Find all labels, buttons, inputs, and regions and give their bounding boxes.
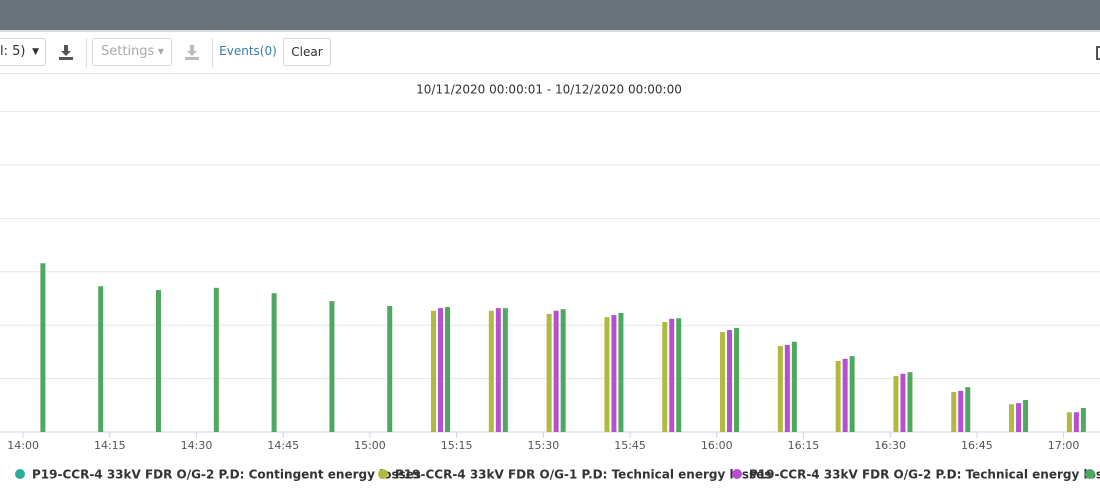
- bar: [156, 289, 162, 432]
- x-tick-label: 16:15: [788, 439, 820, 452]
- bar: [958, 390, 964, 432]
- bar: [900, 373, 906, 432]
- caret: ▼: [157, 47, 164, 56]
- bar: [842, 358, 848, 432]
- settings-button[interactable]: Settings ▼: [92, 38, 172, 66]
- x-tick-label: 14:30: [181, 439, 213, 452]
- settings-text: Settings: [101, 44, 155, 59]
- x-tick-label: 14:15: [94, 439, 126, 452]
- legend-marker: [15, 469, 25, 479]
- bar: [669, 318, 675, 432]
- separator: [86, 38, 87, 68]
- bar: [40, 263, 46, 432]
- bar: [1023, 399, 1029, 432]
- bar: [560, 309, 566, 432]
- bar: [1080, 407, 1086, 432]
- bar: [777, 346, 783, 432]
- bar: [213, 287, 219, 432]
- legend-marker: [732, 469, 742, 479]
- chart-subtitle: 10/11/2020 00:00:01 - 10/12/2020 00:00:0…: [416, 83, 682, 97]
- legend-marker: [1085, 469, 1095, 479]
- divider: [0, 73, 1100, 74]
- bar: [553, 310, 559, 432]
- events-link[interactable]: Events(0): [218, 38, 278, 66]
- legend-label: P19-CCR-4 33kV FDR O/G-1 P.D: Technical …: [395, 468, 771, 482]
- bar: [98, 286, 104, 432]
- bar: [618, 312, 624, 432]
- legend-label: P19-CCR-4 33kV FDR O/G-2 P.D: Contingent…: [32, 468, 421, 482]
- header-bar: [0, 0, 1100, 32]
- clear-button[interactable]: Clear: [283, 38, 331, 66]
- bar: [495, 308, 501, 432]
- caret: ▼: [32, 47, 39, 57]
- x-tick-label: 17:00: [1048, 439, 1080, 452]
- x-tick-label: 16:00: [701, 439, 733, 452]
- x-tick-label: 16:30: [874, 439, 906, 452]
- select[interactable]: l: 5) ▼: [0, 38, 46, 66]
- bar: [488, 310, 494, 432]
- bar: [271, 293, 277, 432]
- legend-marker: [378, 469, 388, 479]
- x-tick-label: 14:45: [267, 439, 299, 452]
- bar: [438, 308, 444, 432]
- bar: [445, 307, 451, 432]
- bar: [611, 315, 617, 432]
- download-icon[interactable]: [57, 43, 77, 63]
- select-text: l: 5): [0, 44, 26, 59]
- download-icon[interactable]: [183, 43, 203, 63]
- bar: [734, 327, 740, 432]
- legend-label: P19-CCR-4 33kV FDR O/G-2 P.D: Technical …: [749, 468, 1100, 482]
- bar: [965, 387, 971, 432]
- x-tick-label: 15:45: [614, 439, 646, 452]
- bar: [951, 391, 957, 432]
- x-tick-label: 15:15: [441, 439, 473, 452]
- menu-icon[interactable]: [1096, 46, 1100, 60]
- bar: [1073, 412, 1079, 432]
- bar: [431, 310, 437, 432]
- bar: [784, 344, 790, 432]
- separator: [212, 38, 213, 68]
- bar: [727, 330, 733, 432]
- bar: [387, 305, 393, 432]
- bar: [676, 318, 682, 432]
- x-tick-label: 14:00: [7, 439, 39, 452]
- bar: [546, 313, 552, 432]
- bar: [791, 341, 797, 432]
- bar: [329, 301, 335, 432]
- bar: [849, 356, 855, 432]
- bar: [720, 332, 726, 432]
- bar: [662, 321, 668, 432]
- x-tick-label: 16:45: [961, 439, 993, 452]
- bar: [604, 317, 610, 432]
- bar: [1009, 404, 1015, 432]
- bar: [1016, 403, 1022, 432]
- bar: [893, 375, 899, 432]
- bar: [502, 308, 508, 432]
- x-tick-label: 15:30: [528, 439, 560, 452]
- bar: [1066, 412, 1072, 432]
- x-tick-label: 15:00: [354, 439, 386, 452]
- bar: [907, 372, 913, 432]
- bar: [835, 360, 841, 432]
